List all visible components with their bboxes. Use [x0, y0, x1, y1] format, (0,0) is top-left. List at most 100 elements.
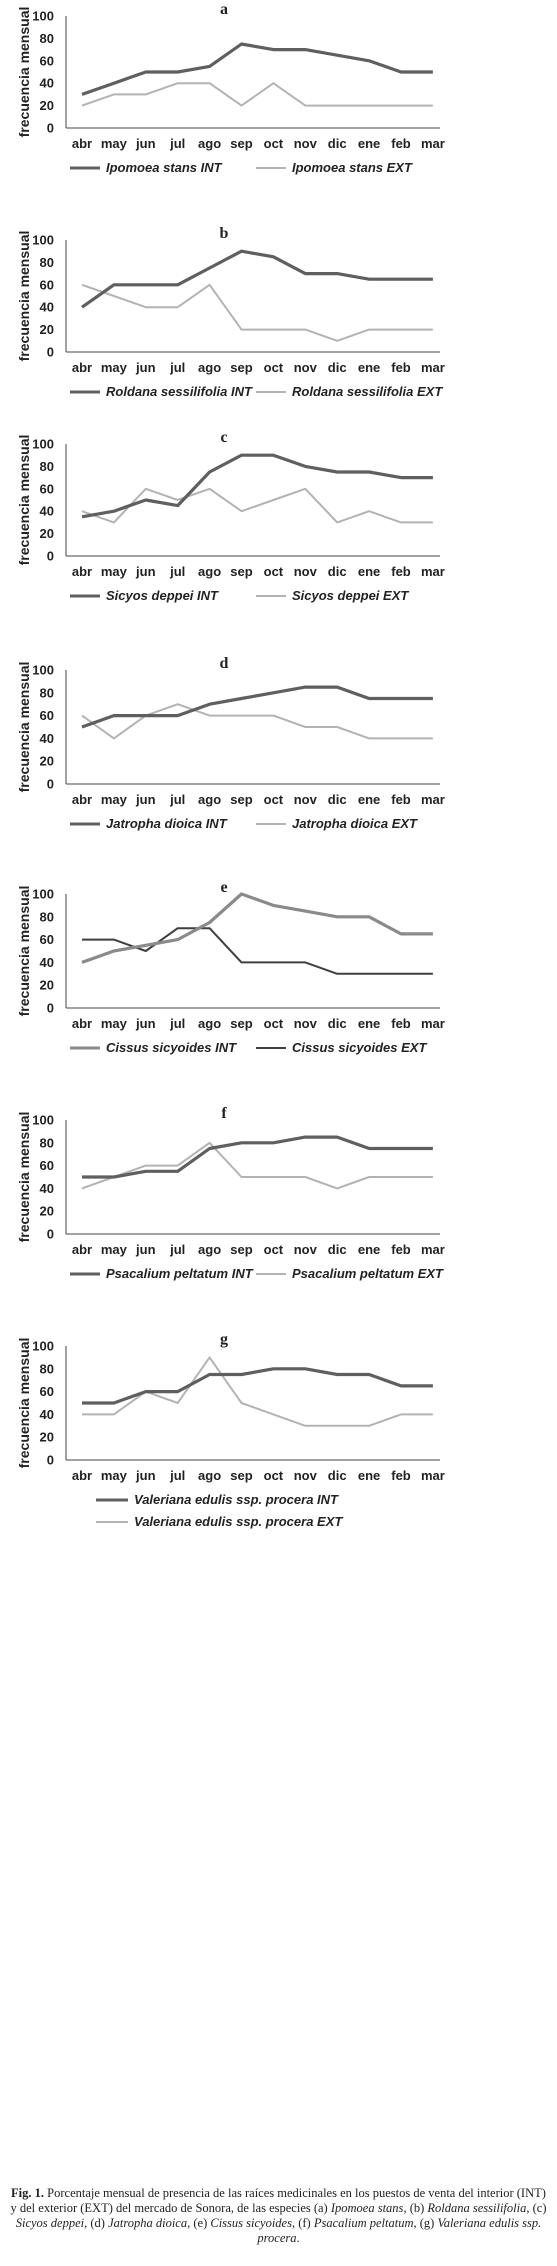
caption-tag-c: (c) [532, 2201, 547, 2215]
series-line-int [81, 249, 433, 309]
x-tick-label: ago [198, 564, 221, 579]
x-tick-label: jul [169, 136, 185, 151]
y-tick-label: 80 [40, 685, 54, 700]
x-tick-label: mar [421, 136, 445, 151]
x-tick-label: nov [294, 1468, 318, 1483]
series-line-int [81, 453, 433, 519]
x-tick-label: feb [391, 564, 411, 579]
x-tick-label: jun [135, 1016, 156, 1031]
y-tick-label: 100 [32, 887, 54, 902]
series-line-int [81, 685, 433, 729]
x-tick-label: may [101, 360, 128, 375]
caption-text: Porcentaje mensual de presencia de las r… [10, 2186, 546, 2215]
y-tick-label: 60 [40, 932, 54, 947]
x-tick-label: dic [328, 564, 347, 579]
x-tick-label: jul [169, 360, 185, 375]
legend-label-int: Valeriana edulis ssp. procera INT [134, 1492, 339, 1507]
series-line-ext [81, 82, 433, 107]
x-tick-label: jun [135, 360, 156, 375]
x-tick-label: oct [264, 792, 284, 807]
legend-label-ext: Psacalium peltatum EXT [292, 1266, 444, 1281]
y-tick-label: 100 [32, 233, 54, 248]
y-axis-label: frecuencia mensual [16, 1338, 32, 1469]
caption-species-a: Ipomoea stans [330, 2201, 404, 2215]
y-tick-label: 100 [32, 1339, 54, 1354]
x-tick-label: jun [135, 792, 156, 807]
y-tick-label: 40 [40, 1181, 54, 1196]
x-tick-label: may [101, 792, 128, 807]
y-axis-label: frecuencia mensual [16, 231, 32, 362]
x-tick-label: jul [169, 1016, 185, 1031]
y-tick-label: 20 [40, 322, 54, 337]
x-tick-label: ene [358, 1242, 380, 1257]
y-tick-label: 0 [47, 549, 54, 564]
legend-label-ext: Roldana sessilifolia EXT [292, 384, 443, 399]
x-tick-label: may [101, 1242, 128, 1257]
x-tick-label: jun [135, 1468, 156, 1483]
series-line-int [82, 1367, 433, 1405]
x-tick-label: jul [169, 1242, 185, 1257]
caption-tag-g: (g) [419, 2216, 435, 2230]
y-tick-label: 20 [40, 526, 54, 541]
legend-label-ext: Ipomoea stans EXT [292, 160, 413, 175]
x-tick-label: may [101, 136, 128, 151]
x-tick-label: sep [230, 564, 252, 579]
y-tick-label: 100 [32, 1113, 54, 1128]
x-tick-label: mar [421, 564, 445, 579]
y-axis-label: frecuencia mensual [16, 1112, 32, 1243]
x-tick-label: sep [230, 360, 252, 375]
x-tick-label: nov [294, 360, 318, 375]
panel-letter: b [220, 225, 229, 242]
legend-label-int: Sicyos deppei INT [106, 588, 219, 603]
y-tick-label: 60 [40, 708, 54, 723]
x-tick-label: ene [358, 1468, 380, 1483]
series-line-int [81, 42, 433, 96]
x-tick-label: feb [391, 1468, 411, 1483]
caption-species-e: Cissus sicyoides [210, 2216, 292, 2230]
x-tick-label: jul [169, 564, 185, 579]
x-tick-label: sep [230, 136, 252, 151]
caption-tag-b: (b) [409, 2201, 425, 2215]
x-tick-label: oct [264, 1016, 284, 1031]
series-line-ext [81, 283, 433, 342]
y-axis-label: frecuencia mensual [16, 435, 32, 566]
x-tick-label: nov [294, 136, 318, 151]
y-tick-label: 60 [40, 481, 54, 496]
y-tick-label: 40 [40, 504, 54, 519]
x-tick-label: oct [264, 136, 284, 151]
y-tick-label: 20 [40, 98, 54, 113]
y-tick-label: 100 [32, 437, 54, 452]
y-tick-label: 0 [47, 1227, 54, 1242]
y-tick-label: 40 [40, 955, 54, 970]
x-tick-label: jul [169, 792, 185, 807]
x-tick-label: abr [72, 136, 92, 151]
x-tick-label: ago [198, 1242, 221, 1257]
y-tick-label: 80 [40, 31, 54, 46]
x-tick-label: jun [135, 1242, 156, 1257]
x-tick-label: ene [358, 360, 380, 375]
series-line-ext [81, 703, 433, 740]
y-tick-label: 60 [40, 277, 54, 292]
panel-letter: f [221, 1105, 227, 1122]
y-tick-label: 0 [47, 345, 54, 360]
figure-caption: Fig. 1. Porcentaje mensual de presencia … [10, 2186, 547, 2245]
x-tick-label: feb [391, 1242, 411, 1257]
x-tick-label: may [101, 1016, 128, 1031]
x-tick-label: mar [421, 1468, 445, 1483]
x-tick-label: nov [294, 792, 318, 807]
y-tick-label: 40 [40, 731, 54, 746]
y-tick-label: 100 [32, 663, 54, 678]
x-tick-label: jun [135, 136, 156, 151]
caption-label: Fig. 1. [11, 2186, 45, 2200]
x-tick-label: sep [230, 1242, 252, 1257]
x-tick-label: abr [72, 360, 92, 375]
x-tick-label: feb [391, 1016, 411, 1031]
x-tick-label: feb [391, 360, 411, 375]
x-tick-label: sep [230, 792, 252, 807]
x-tick-label: mar [421, 1016, 445, 1031]
